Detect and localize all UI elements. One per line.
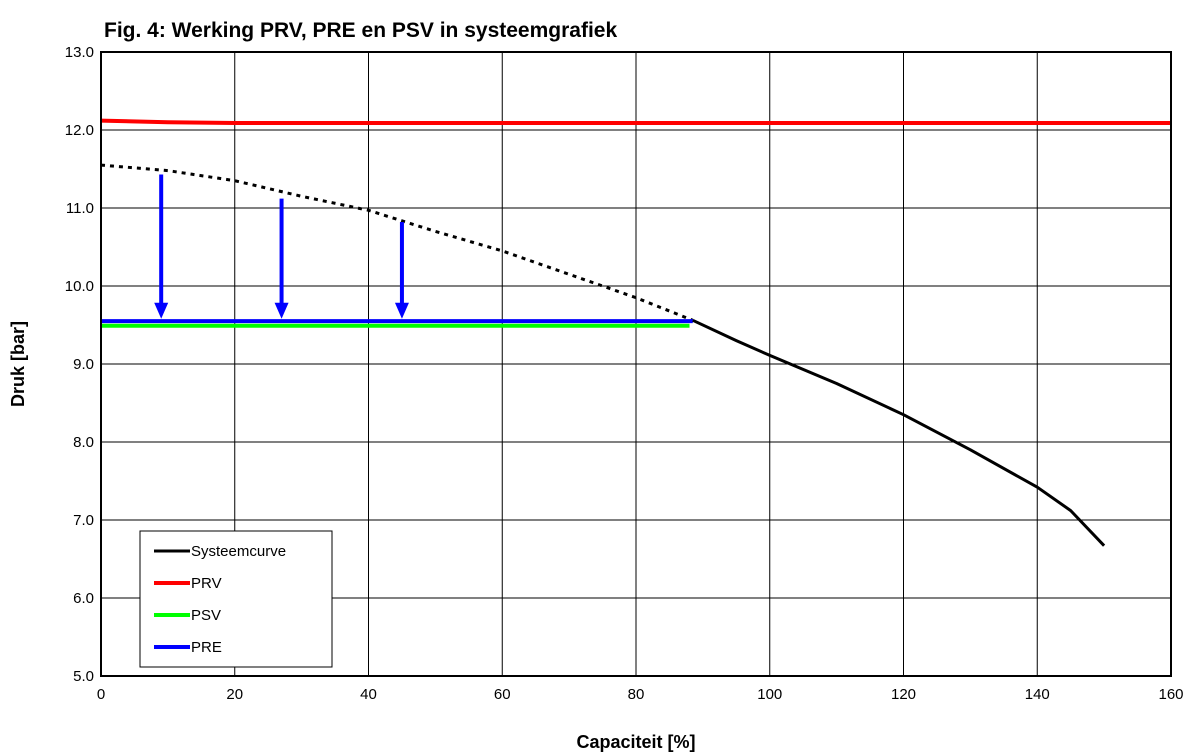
y-tick-label: 11.0 xyxy=(66,200,94,217)
legend-label-psv: PSV xyxy=(191,607,221,624)
x-tick-label: 40 xyxy=(360,686,377,703)
y-tick-label: 13.0 xyxy=(65,44,94,61)
legend: Systeemcurve PRV PSV PRE xyxy=(139,530,333,668)
pressure-arrow-head xyxy=(274,302,289,319)
series-line-prv xyxy=(101,118,1171,125)
series-layer xyxy=(101,118,1171,547)
x-tick-label: 120 xyxy=(891,686,916,703)
pressure-arrow-head xyxy=(394,302,409,319)
y-tick-label: 8.0 xyxy=(73,434,94,451)
series-line-systeemcurve xyxy=(692,318,1106,547)
y-tick-label: 6.0 xyxy=(73,590,94,607)
legend-label-pre: PRE xyxy=(191,639,222,656)
legend-box xyxy=(139,530,333,668)
y-tick-label: 10.0 xyxy=(65,278,94,295)
x-tick-label: 160 xyxy=(1158,686,1183,703)
chart-title: Fig. 4: Werking PRV, PRE en PSV in syste… xyxy=(104,19,617,42)
y-tick-labels: 5.0 6.0 7.0 8.0 9.0 10.0 11.0 12.0 13.0 xyxy=(65,44,94,685)
x-tick-label: 80 xyxy=(628,686,645,703)
pressure-arrow-head xyxy=(154,302,169,319)
y-axis-label: Druk [bar] xyxy=(8,321,28,407)
x-tick-labels: 0 20 40 60 80 100 120 140 160 xyxy=(97,686,1184,703)
y-tick-label: 9.0 xyxy=(73,356,94,373)
legend-label-prv: PRV xyxy=(191,575,222,592)
systeemcurve-dotted-line xyxy=(101,163,694,322)
x-axis-label: Capaciteit [%] xyxy=(576,732,695,752)
y-tick-label: 7.0 xyxy=(73,512,94,529)
x-tick-label: 20 xyxy=(226,686,243,703)
x-tick-label: 140 xyxy=(1025,686,1050,703)
y-tick-label: 5.0 xyxy=(73,668,94,685)
x-tick-label: 100 xyxy=(757,686,782,703)
x-tick-label: 0 xyxy=(97,686,105,703)
legend-label-systeemcurve: Systeemcurve xyxy=(191,543,286,560)
arrow-layer xyxy=(154,174,409,319)
plot-frame xyxy=(100,51,1172,677)
y-tick-label: 12.0 xyxy=(65,122,94,139)
x-tick-label: 60 xyxy=(494,686,511,703)
